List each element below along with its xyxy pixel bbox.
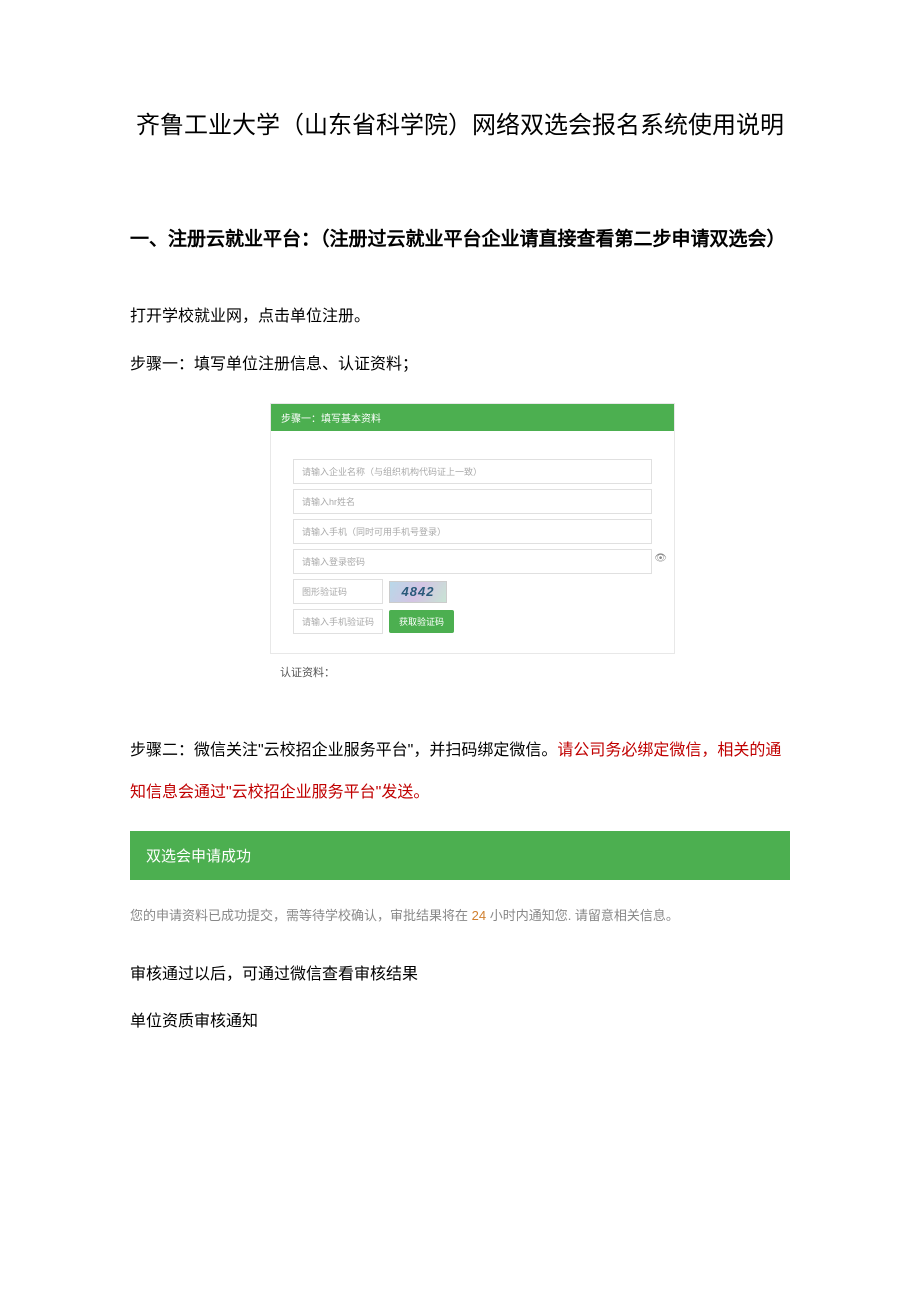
instruction-line-1: 打开学校就业网，点击单位注册。 — [130, 296, 790, 338]
registration-form-screenshot: 步骤一：填写基本资料 请输入企业名称（与组织机构代码证上一致） 请输入hr姓名 … — [270, 403, 675, 654]
step-2-text: 步骤二：微信关注"云校招企业服务平台"，并扫码绑定微信。请公司务必绑定微信，相关… — [130, 730, 790, 813]
form-step-header: 步骤一：填写基本资料 — [271, 404, 674, 431]
document-title: 齐鲁工业大学（山东省科学院）网络双选会报名系统使用说明 — [130, 100, 790, 153]
step-2-prefix: 步骤二：微信关注"云校招企业服务平台"，并扫码绑定微信。 — [130, 742, 557, 759]
auth-material-label: 认证资料： — [280, 664, 790, 680]
audit-notice-heading: 单位资质审核通知 — [130, 1001, 790, 1043]
phone-input[interactable]: 请输入手机（同时可用手机号登录） — [293, 519, 652, 544]
password-input[interactable]: 请输入登录密码 — [293, 549, 652, 574]
captcha-image[interactable]: 4842 — [389, 581, 447, 603]
captcha-label: 图形验证码 — [293, 579, 383, 604]
section-1-heading: 一、注册云就业平台：（注册过云就业平台企业请直接查看第二步申请双选会） — [130, 213, 790, 266]
instruction-line-2: 步骤一：填写单位注册信息、认证资料； — [130, 344, 790, 386]
captcha-row: 图形验证码 4842 — [293, 579, 652, 604]
notice-part-1: 您的申请资料已成功提交，需等待学校确认，审批结果将在 — [130, 908, 472, 923]
submission-notice: 您的申请资料已成功提交，需等待学校确认，审批结果将在 24 小时内通知您. 请留… — [130, 904, 790, 927]
success-banner: 双选会申请成功 — [130, 831, 790, 880]
sms-code-input[interactable]: 请输入手机验证码 — [293, 609, 383, 634]
notice-hours: 24 — [472, 908, 486, 923]
notice-part-2: 小时内通知您. 请留意相关信息。 — [486, 908, 679, 923]
get-code-button[interactable]: 获取验证码 — [389, 610, 454, 633]
company-name-input[interactable]: 请输入企业名称（与组织机构代码证上一致） — [293, 459, 652, 484]
form-body: 请输入企业名称（与组织机构代码证上一致） 请输入hr姓名 请输入手机（同时可用手… — [271, 431, 674, 653]
hr-name-input[interactable]: 请输入hr姓名 — [293, 489, 652, 514]
sms-row: 请输入手机验证码 获取验证码 — [293, 609, 652, 634]
after-approval-line: 审核通过以后，可通过微信查看审核结果 — [130, 954, 790, 996]
